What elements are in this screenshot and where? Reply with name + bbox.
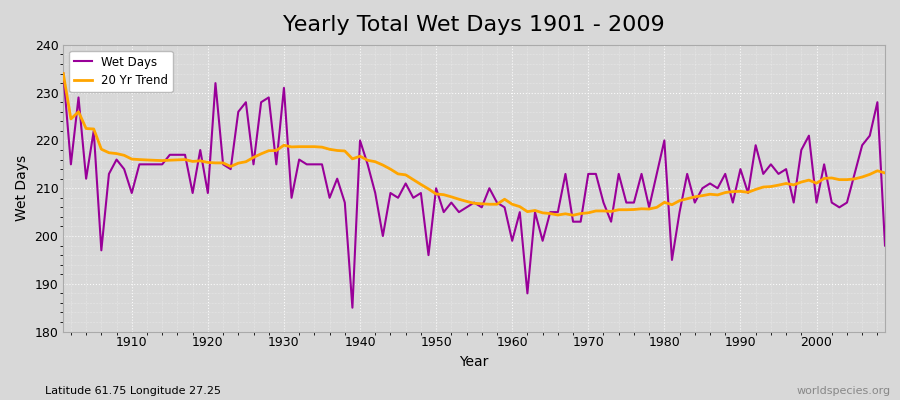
Line: 20 Yr Trend: 20 Yr Trend [63, 74, 885, 215]
Wet Days [58, 71, 68, 76]
Wet Days [515, 210, 526, 214]
20 Yr Trend [286, 144, 297, 149]
Wet Days [286, 195, 297, 200]
Wet Days [879, 243, 890, 248]
Wet Days [606, 219, 616, 224]
20 Yr Trend [119, 153, 130, 158]
Text: Latitude 61.75 Longitude 27.25: Latitude 61.75 Longitude 27.25 [45, 386, 221, 396]
Wet Days [347, 305, 358, 310]
20 Yr Trend [500, 197, 510, 202]
X-axis label: Year: Year [460, 355, 489, 369]
Wet Days [332, 176, 343, 181]
Text: worldspecies.org: worldspecies.org [796, 386, 891, 396]
20 Yr Trend [58, 71, 68, 76]
20 Yr Trend [606, 209, 616, 214]
20 Yr Trend [568, 213, 579, 218]
20 Yr Trend [879, 170, 890, 175]
Legend: Wet Days, 20 Yr Trend: Wet Days, 20 Yr Trend [69, 51, 173, 92]
Title: Yearly Total Wet Days 1901 - 2009: Yearly Total Wet Days 1901 - 2009 [284, 15, 665, 35]
Y-axis label: Wet Days: Wet Days [15, 155, 29, 221]
Line: Wet Days: Wet Days [63, 74, 885, 308]
20 Yr Trend [332, 148, 343, 153]
Wet Days [507, 238, 517, 243]
20 Yr Trend [507, 202, 517, 207]
Wet Days [119, 167, 130, 172]
